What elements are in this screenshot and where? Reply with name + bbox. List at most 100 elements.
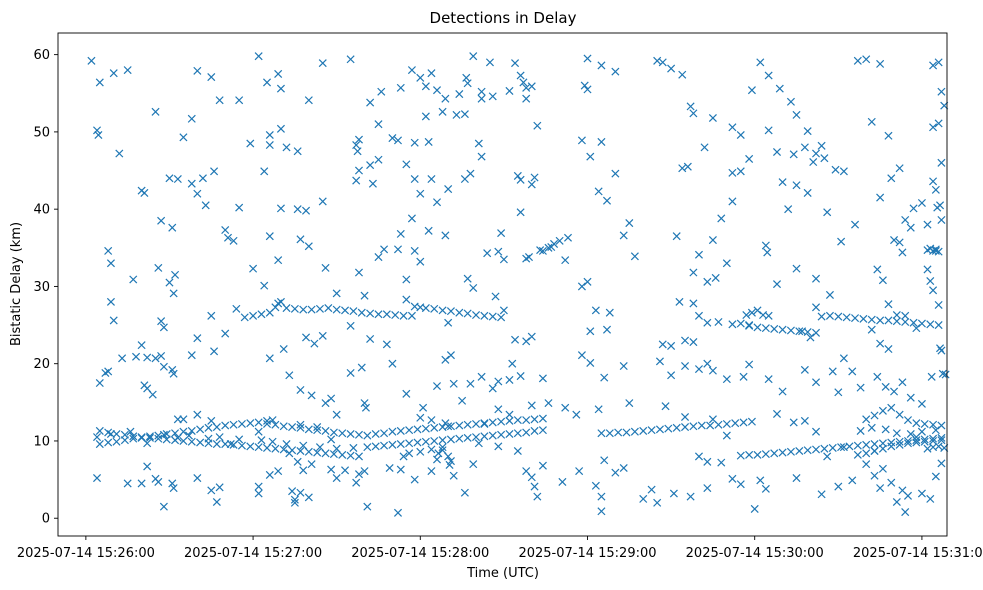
data-point — [327, 394, 336, 403]
data-point — [853, 441, 862, 450]
data-point — [602, 196, 612, 205]
data-point — [892, 497, 901, 507]
data-point — [929, 177, 938, 186]
y-axis-label: Bistatic Delay (km) — [9, 222, 24, 346]
data-point — [870, 411, 879, 420]
data-point — [931, 246, 940, 255]
data-point — [731, 419, 740, 428]
data-point — [410, 138, 419, 147]
data-point — [499, 306, 508, 315]
chart-title: Detections in Delay — [430, 9, 577, 27]
data-point — [366, 161, 375, 170]
data-point — [307, 391, 316, 400]
data-point — [917, 319, 926, 328]
data-point — [792, 264, 801, 273]
data-point — [728, 320, 737, 329]
data-point — [522, 428, 531, 437]
data-point — [614, 428, 623, 437]
data-point — [421, 424, 430, 433]
data-point — [377, 87, 386, 96]
data-point — [912, 438, 921, 447]
data-point — [354, 135, 364, 144]
data-point — [313, 426, 322, 435]
data-point — [795, 327, 804, 336]
data-point — [516, 372, 525, 381]
data-point — [352, 176, 361, 185]
data-point — [332, 444, 341, 453]
data-point — [929, 420, 938, 429]
data-point — [304, 242, 313, 251]
data-point — [455, 434, 464, 443]
data-point — [109, 316, 118, 325]
data-point — [137, 479, 146, 488]
data-point — [622, 428, 631, 437]
data-point — [811, 328, 821, 337]
data-point — [318, 331, 327, 340]
data-point — [235, 203, 244, 212]
data-point — [706, 421, 715, 430]
data-point — [536, 246, 545, 255]
data-point — [488, 431, 497, 440]
data-point — [728, 168, 737, 177]
data-point — [513, 416, 522, 425]
data-point — [296, 423, 305, 432]
data-point — [586, 152, 595, 161]
data-point — [817, 490, 826, 499]
data-point — [145, 433, 154, 442]
data-point — [561, 256, 570, 265]
data-point — [173, 433, 182, 442]
data-point — [460, 488, 469, 497]
data-point — [151, 107, 160, 116]
data-point — [538, 426, 547, 435]
data-point — [109, 69, 118, 78]
data-point — [920, 435, 929, 444]
data-point — [917, 427, 926, 436]
data-point — [446, 307, 455, 316]
data-point — [667, 341, 676, 350]
data-point — [756, 476, 765, 485]
data-point — [432, 382, 442, 391]
data-point — [427, 416, 436, 425]
data-point — [126, 427, 135, 436]
data-point — [747, 308, 756, 317]
data-point — [917, 489, 926, 498]
data-point — [427, 467, 436, 476]
data-point — [363, 443, 372, 452]
data-point — [513, 446, 522, 456]
data-point — [533, 121, 542, 130]
data-point — [655, 425, 664, 434]
data-point — [516, 208, 525, 217]
data-point — [903, 436, 913, 445]
data-point — [304, 96, 313, 105]
data-point — [653, 498, 662, 507]
data-point — [619, 463, 628, 473]
data-point — [600, 456, 609, 465]
data-point — [282, 143, 291, 152]
data-point — [825, 290, 834, 299]
data-point — [460, 175, 469, 184]
data-point — [187, 426, 196, 435]
data-point — [778, 178, 787, 187]
data-point — [446, 351, 455, 360]
data-point — [745, 360, 754, 369]
data-point — [324, 304, 333, 313]
data-point — [265, 141, 274, 150]
data-point — [449, 471, 458, 480]
data-point — [246, 139, 255, 148]
data-point — [527, 82, 536, 91]
data-point — [756, 58, 765, 67]
data-point — [792, 474, 801, 483]
data-point — [145, 432, 154, 441]
data-point — [95, 426, 104, 435]
data-point — [463, 274, 472, 283]
data-point — [427, 175, 436, 184]
data-point — [221, 226, 230, 235]
data-point — [332, 289, 341, 298]
data-point — [254, 427, 263, 436]
data-point — [304, 493, 313, 502]
data-point — [703, 484, 712, 493]
data-point — [878, 276, 887, 285]
data-point — [675, 297, 684, 306]
data-point — [655, 357, 664, 366]
data-point — [366, 98, 375, 107]
